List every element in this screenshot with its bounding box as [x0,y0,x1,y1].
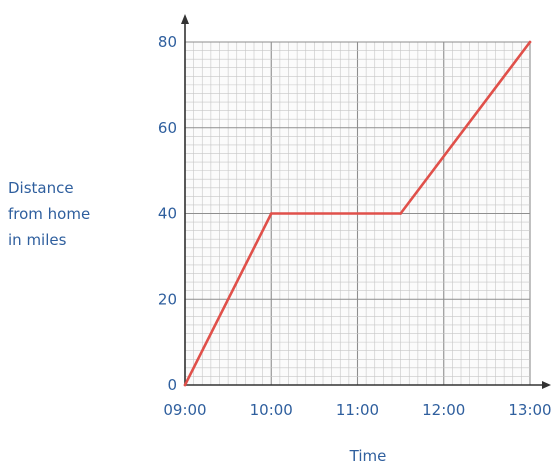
data-point [528,40,532,44]
x-axis-label: Time [349,447,387,465]
x-tick-label: 11:00 [336,401,379,419]
x-tick-label: 12:00 [422,401,465,419]
x-tick-label: 10:00 [250,401,293,419]
data-point [183,383,187,387]
x-tick-labels: 09:00 10:00 11:00 12:00 13:00 [163,401,551,419]
chart-axes [181,14,551,389]
y-tick-label: 40 [158,205,177,223]
chart-series [183,40,532,387]
y-axis-label-line-3: in miles [8,231,67,249]
data-point [399,212,402,215]
y-tick-label: 0 [167,376,177,394]
y-tick-label: 20 [158,290,177,308]
y-axis-arrowhead [181,14,189,24]
y-axis-label-line-1: Distance [8,179,74,197]
y-tick-label: 80 [158,33,177,51]
x-tick-label: 09:00 [163,401,206,419]
y-tick-label: 60 [158,119,177,137]
distance-line [183,40,532,387]
chart-grid [184,41,531,386]
y-axis-label-line-2: from home [8,205,90,223]
y-tick-labels: 0 20 40 60 80 [158,33,177,394]
data-point [269,212,273,215]
x-axis-arrowhead [542,381,551,389]
x-tick-label: 13:00 [508,401,551,419]
